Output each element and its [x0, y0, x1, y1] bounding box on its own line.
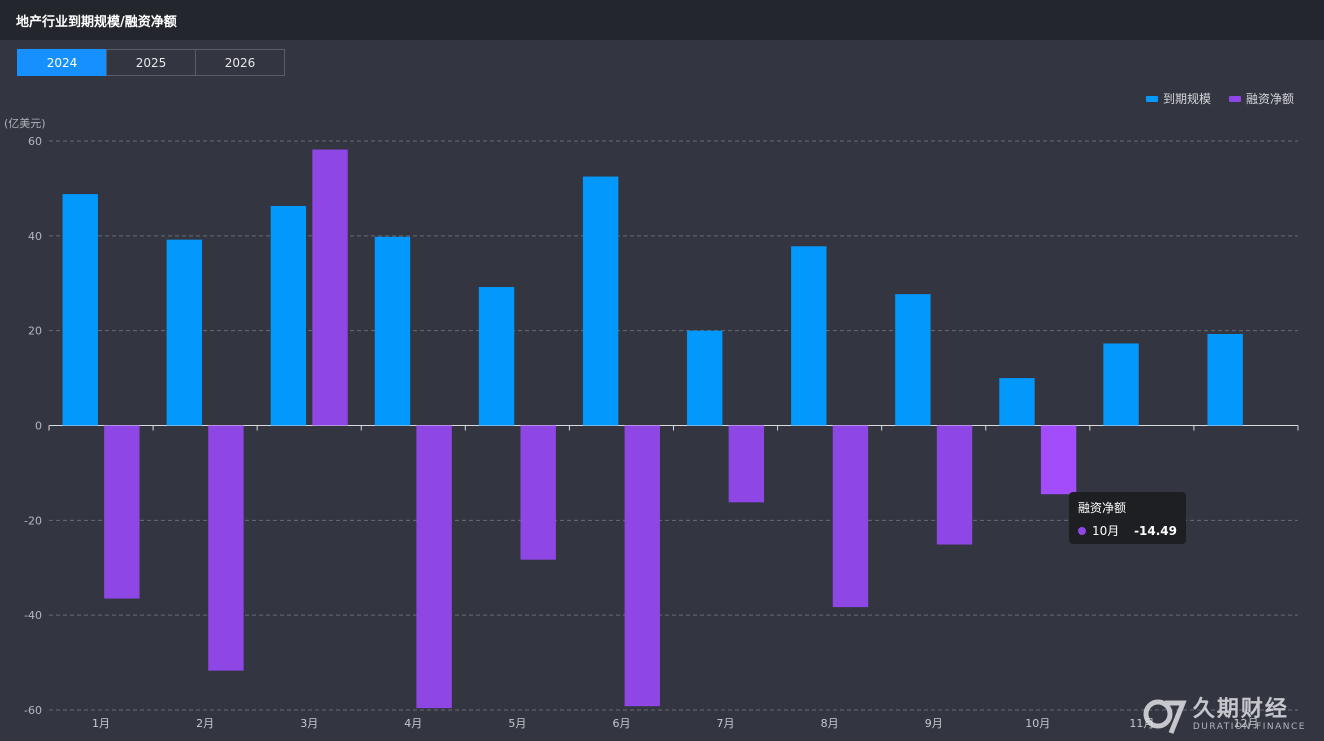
bar-maturity [791, 246, 827, 426]
bar-maturity [374, 236, 411, 426]
watermark-en: DURATION FINANCE [1192, 722, 1306, 732]
chart-legend: 到期规模 融资净额 [1128, 90, 1294, 107]
x-tick-label: 6月 [612, 717, 630, 730]
x-tick-label: 9月 [925, 717, 943, 730]
bar-maturity [582, 176, 619, 426]
x-tick-label: 1月 [92, 717, 110, 730]
bar-maturity [478, 287, 515, 426]
x-tick-label: 4月 [404, 717, 422, 730]
bar-net-financing [416, 425, 452, 709]
year-tabs: 2024 2025 2026 [17, 49, 285, 76]
x-tick-label: 7月 [717, 717, 735, 730]
x-tick-label: 2月 [196, 717, 214, 730]
bar-net-financing [936, 425, 973, 545]
x-tick-label: 8月 [821, 717, 839, 730]
tooltip-value: -14.49 [1134, 523, 1177, 538]
y-tick-label: 40 [28, 230, 42, 243]
x-tick-label: 12月 [1233, 717, 1258, 730]
bar-maturity [1103, 343, 1139, 426]
duration-finance-logo-icon [1143, 699, 1187, 734]
bar-net-financing [728, 425, 765, 503]
y-tick-label: -40 [24, 609, 42, 622]
y-tick-label: 0 [35, 420, 42, 433]
bar-net-financing [312, 149, 348, 426]
y-axis-unit: (亿美元) [4, 117, 46, 130]
legend-swatch-maturity [1145, 95, 1158, 102]
bar-net-financing [624, 425, 660, 707]
legend-swatch-net-financing [1228, 95, 1241, 102]
chart-tooltip: 融资净额 10月 -14.49 [1069, 492, 1186, 544]
tooltip-category: 10月 [1092, 524, 1120, 538]
legend-item-net-financing[interactable]: 融资净额 [1228, 90, 1294, 107]
watermark: 久期财经 DURATION FINANCE [1141, 695, 1306, 735]
y-tick-label: 60 [28, 135, 42, 148]
bar-net-financing [1040, 425, 1077, 495]
header-bar: 地产行业到期规模/融资净额 [0, 0, 1324, 40]
legend-item-maturity[interactable]: 到期规模 [1145, 90, 1211, 107]
tab-2026[interactable]: 2026 [195, 49, 285, 76]
x-tick-label: 3月 [300, 717, 318, 730]
y-tick-label: 20 [28, 325, 42, 338]
bar-net-financing [208, 425, 244, 671]
bar-net-financing [104, 425, 140, 599]
y-tick-label: -60 [24, 704, 42, 717]
bar-maturity [1207, 333, 1243, 426]
legend-label-net-financing: 融资净额 [1245, 92, 1294, 106]
legend-label-maturity: 到期规模 [1162, 92, 1211, 106]
tooltip-dot [1078, 526, 1086, 535]
bar-net-financing [832, 425, 869, 608]
tab-2024[interactable]: 2024 [17, 49, 107, 76]
bar-maturity [62, 194, 98, 426]
page-title: 地产行业到期规模/融资净额 [16, 15, 177, 30]
x-tick-label: 5月 [508, 717, 526, 730]
y-tick-label: -20 [24, 514, 42, 527]
x-tick-label: 10月 [1025, 717, 1050, 730]
bar-maturity [687, 330, 723, 426]
bar-maturity [270, 205, 307, 426]
tooltip-title: 融资净额 [1078, 501, 1127, 515]
bar-maturity [895, 294, 931, 426]
watermark-cn: 久期财经 [1192, 697, 1289, 722]
bar-net-financing [520, 425, 556, 560]
bar-maturity [166, 239, 203, 426]
bar-maturity [999, 378, 1035, 426]
